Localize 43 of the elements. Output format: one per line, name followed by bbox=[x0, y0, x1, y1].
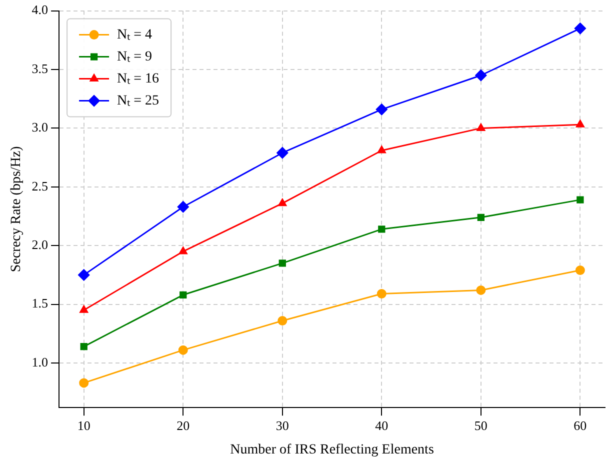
legend-label: Nₜ = 25 bbox=[117, 93, 160, 108]
x-tick-label: 30 bbox=[276, 418, 289, 433]
point bbox=[574, 22, 586, 34]
point bbox=[477, 214, 484, 221]
point bbox=[177, 201, 189, 213]
point bbox=[476, 285, 486, 295]
y-tick-label: 3.5 bbox=[32, 60, 48, 76]
y-axis-title: Secrecy Rate (bps/Hz) bbox=[9, 146, 24, 272]
y-tick-label: 1.0 bbox=[32, 354, 48, 370]
point bbox=[79, 378, 89, 388]
point bbox=[278, 316, 288, 326]
point bbox=[476, 123, 486, 131]
point bbox=[178, 345, 188, 355]
point bbox=[276, 147, 288, 159]
x-tick-label: 50 bbox=[474, 418, 488, 433]
x-tick-label: 60 bbox=[574, 418, 587, 433]
point bbox=[576, 120, 584, 128]
point bbox=[278, 198, 287, 206]
y-tick-label: 1.5 bbox=[32, 296, 48, 311]
point bbox=[576, 196, 584, 204]
point bbox=[180, 291, 187, 298]
point bbox=[575, 265, 585, 275]
point bbox=[80, 305, 88, 313]
point bbox=[378, 226, 386, 233]
legend-label: Nₜ = 9 bbox=[117, 49, 152, 64]
point bbox=[80, 342, 88, 350]
legend-label: Nₜ = 4 bbox=[117, 27, 152, 42]
y-tick-label: 2.0 bbox=[32, 237, 48, 252]
x-tick-label: 40 bbox=[375, 418, 388, 433]
point bbox=[278, 260, 286, 267]
point bbox=[475, 70, 487, 82]
legend-label: Nₜ = 16 bbox=[117, 71, 160, 86]
x-tick-label: 10 bbox=[77, 418, 90, 433]
x-tick-label: 20 bbox=[176, 418, 190, 433]
y-tick-label: 4.0 bbox=[32, 2, 48, 18]
point bbox=[178, 246, 188, 254]
y-tick-label: 3.0 bbox=[32, 120, 48, 135]
point bbox=[376, 288, 386, 298]
point bbox=[377, 146, 386, 154]
x-axis-title: Number of IRS Reflecting Elements bbox=[230, 442, 434, 458]
point bbox=[376, 104, 388, 116]
y-tick-label: 2.5 bbox=[32, 178, 48, 194]
point bbox=[78, 269, 90, 281]
